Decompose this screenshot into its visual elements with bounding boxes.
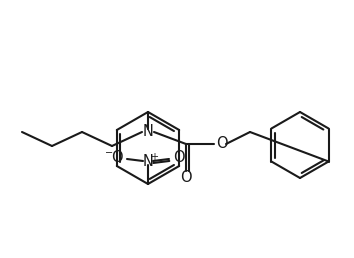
Text: O: O: [216, 136, 228, 151]
Text: N: N: [143, 155, 153, 170]
Text: O: O: [173, 150, 185, 165]
Text: −: −: [105, 148, 113, 158]
Text: O: O: [180, 170, 192, 184]
Text: N: N: [143, 125, 153, 140]
Text: +: +: [150, 152, 158, 162]
Text: O: O: [111, 150, 123, 165]
